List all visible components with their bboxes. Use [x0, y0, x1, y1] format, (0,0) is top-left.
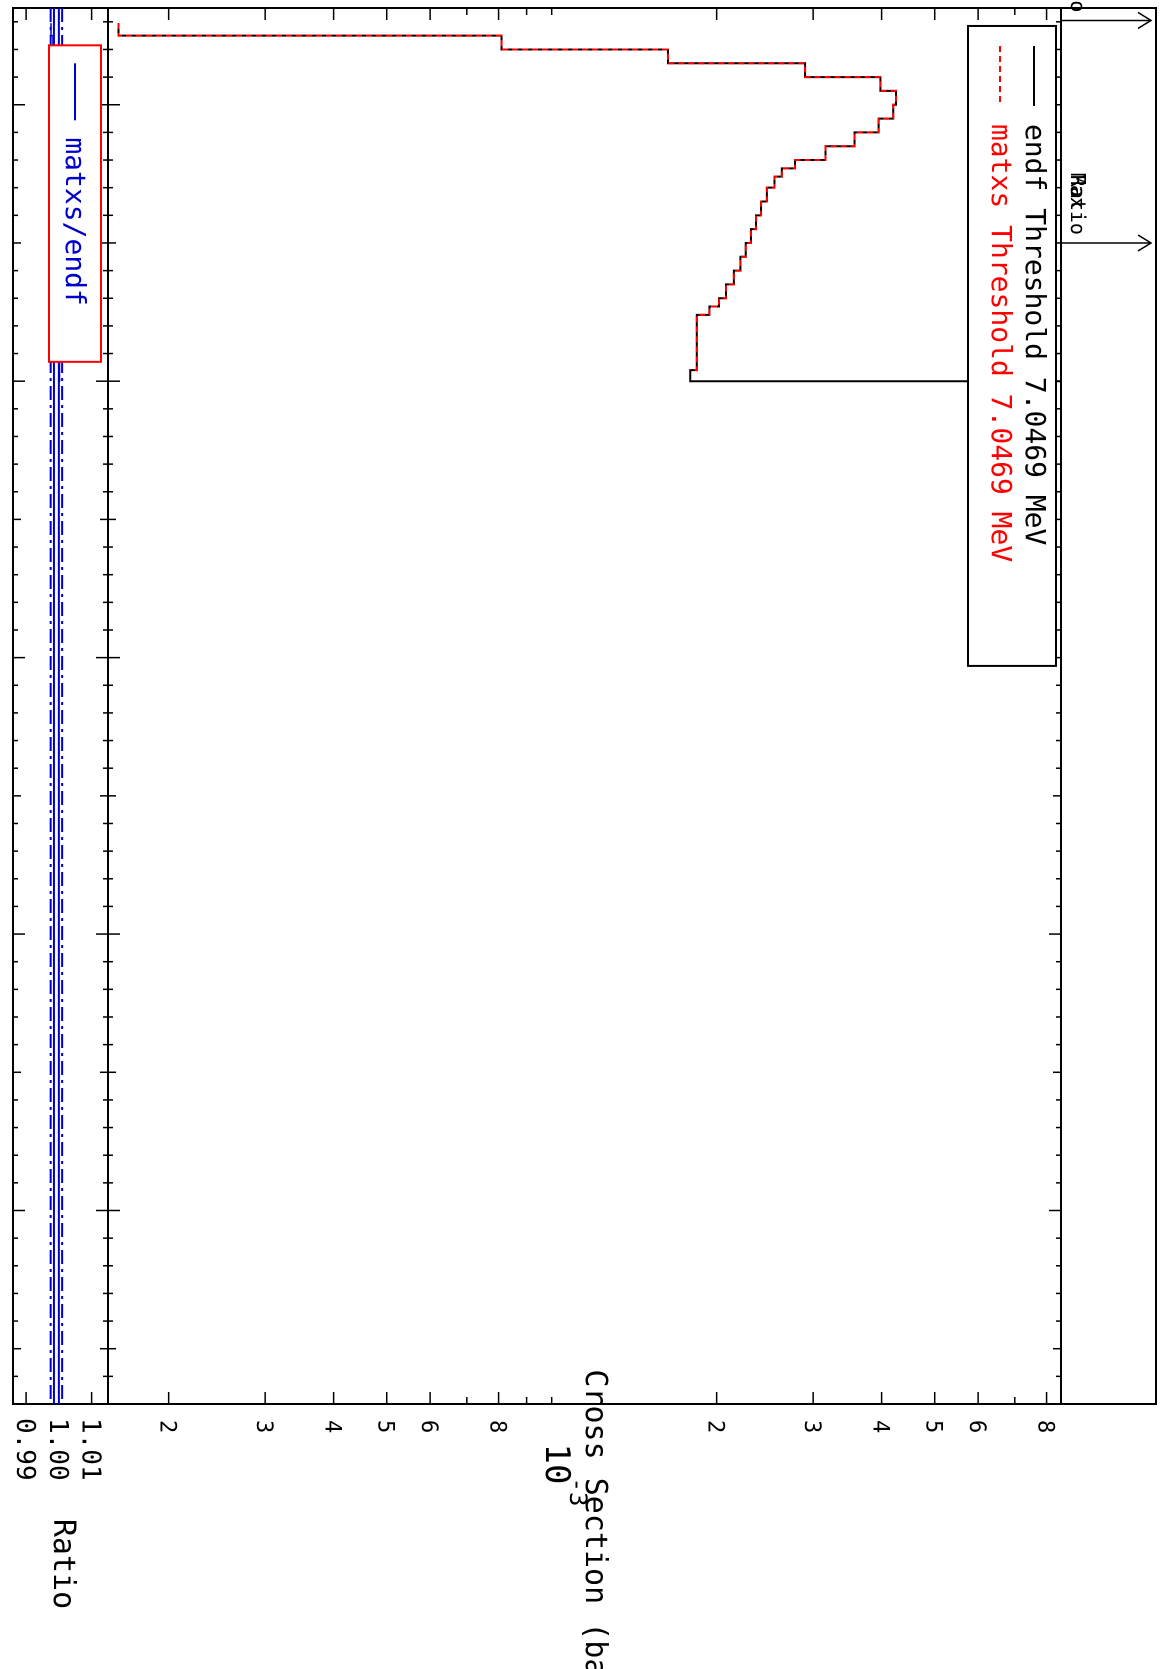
legend-label: endf Threshold 7.0469 MeV	[1019, 124, 1052, 546]
y-tick-label: 2	[155, 1420, 180, 1433]
y-tick-label: 5	[373, 1420, 398, 1433]
ratio-y-label: Ratio	[46, 1519, 81, 1609]
ratio-annotations: MinRatioMaxRatio	[1061, 0, 1153, 252]
y-tick-label: 8	[485, 1420, 510, 1433]
x-ticks	[13, 21, 1061, 1378]
y-tick-label: 6	[416, 1420, 441, 1433]
annotation-arrow-head	[1137, 234, 1153, 252]
y-tick-label: 4	[320, 1420, 345, 1433]
ratio-legend: matxs/endf	[48, 44, 102, 363]
y-tick-label: 2	[703, 1420, 728, 1433]
y-tick-label: 3	[799, 1420, 824, 1433]
series-matxs	[117, 23, 898, 372]
annotation-label: Ratio	[1066, 175, 1090, 235]
y-decade-base: 10	[537, 1444, 577, 1485]
ratio-legend-box	[48, 44, 102, 363]
legend-label: matxs Threshold 7.0469 MeV	[985, 124, 1018, 562]
ratio-legend-label: matxs/endf	[59, 137, 92, 306]
ratio-y-tick-label: 0.99	[10, 1418, 40, 1481]
cross-section-y-label: Cross Section (barns)	[578, 1369, 613, 1669]
annotation-arrow-head	[1137, 11, 1153, 30]
y-tick-label: 4	[868, 1420, 893, 1433]
annotation-label: Max	[1066, 173, 1090, 209]
ratio-y-tick-label: 1.00	[43, 1418, 73, 1481]
y-tick-label: 3	[251, 1420, 276, 1433]
plot-frame	[12, 7, 1157, 1405]
y-tick-label: 6	[964, 1420, 989, 1433]
ratio-y-ticks: 1.011.000.99	[10, 8, 106, 1481]
cross-section-y-ticks: 2 3 4 5 6 8 2 3 4 5 6 8	[155, 8, 1058, 1433]
annotation-label: Ratio	[1066, 0, 1090, 12]
y-tick-label: 8	[1033, 1420, 1058, 1433]
legend-box	[967, 24, 1057, 667]
y-tick-label: 5	[921, 1420, 946, 1433]
ratio-y-tick-label: 1.01	[76, 1418, 106, 1481]
y-decade-exponent: -3	[564, 1478, 592, 1507]
